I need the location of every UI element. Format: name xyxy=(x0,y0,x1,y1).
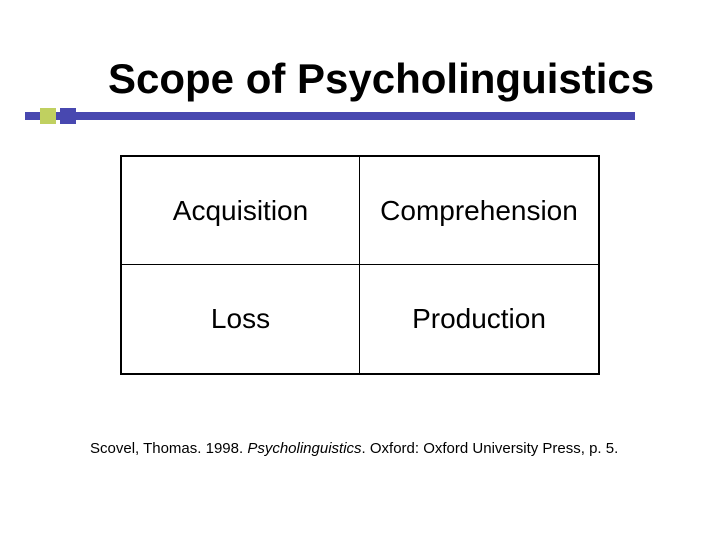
accent-bar xyxy=(25,112,635,120)
citation: Scovel, Thomas. 1998. Psycholinguistics.… xyxy=(90,440,618,457)
citation-suffix: . Oxford: Oxford University Press, p. 5. xyxy=(362,440,619,457)
accent-square-2 xyxy=(60,108,76,124)
grid-cell-acquisition: Acquisition xyxy=(122,157,360,265)
citation-prefix: Scovel, Thomas. 1998. xyxy=(90,440,247,457)
scope-grid: Acquisition Comprehension Loss Productio… xyxy=(120,155,600,375)
accent-square-1 xyxy=(40,108,56,124)
grid-cell-production: Production xyxy=(360,265,598,373)
citation-italic: Psycholinguistics xyxy=(247,440,361,457)
slide-title: Scope of Psycholinguistics xyxy=(108,55,654,103)
grid-cell-comprehension: Comprehension xyxy=(360,157,598,265)
grid-cell-loss: Loss xyxy=(122,265,360,373)
